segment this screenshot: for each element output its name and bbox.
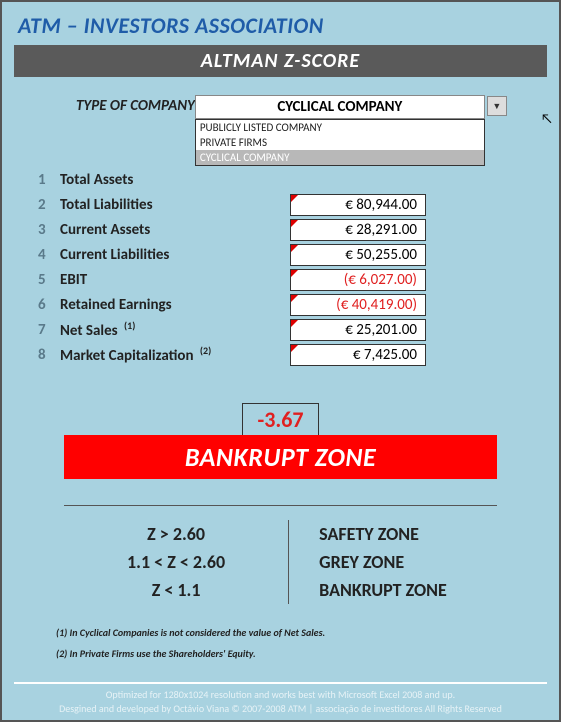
threshold-zone: SAFETY ZONE xyxy=(319,520,497,548)
input-row: 6Retained Earnings(€ 40,419.00) xyxy=(38,292,547,317)
header-title: ATM – INVESTORS ASSOCIATION xyxy=(18,12,547,39)
input-row: 4Current Liabilities€ 50,255.00 xyxy=(38,242,547,267)
input-row: 5EBIT(€ 6,027.00) xyxy=(38,267,547,292)
cell-comment-indicator-icon xyxy=(291,295,298,302)
threshold-condition: 1.1 < Z < 2.60 xyxy=(64,548,288,576)
footnote: (1) In Cyclical Companies is not conside… xyxy=(56,626,547,639)
company-type-dropdown[interactable]: CYCLICAL COMPANY ▼ PUBLICLY LISTED COMPA… xyxy=(195,95,485,119)
row-number: 7 xyxy=(38,321,60,339)
cell-comment-indicator-icon xyxy=(291,345,298,352)
calculator-panel: ATM – INVESTORS ASSOCIATION ALTMAN Z-SCO… xyxy=(0,0,561,722)
threshold-zone: GREY ZONE xyxy=(319,548,497,576)
row-value-cell[interactable]: (€ 6,027.00) xyxy=(290,269,426,291)
cell-comment-indicator-icon xyxy=(291,245,298,252)
input-row: 2Total Liabilities€ 80,944.00 xyxy=(38,192,547,217)
row-value-cell[interactable]: € 25,201.00 xyxy=(290,319,426,341)
zscore-result: -3.67 xyxy=(14,403,547,435)
thresholds-zones: SAFETY ZONEGREY ZONEBANKRUPT ZONE xyxy=(289,520,497,604)
dropdown-option[interactable]: PRIVATE FIRMS xyxy=(196,135,484,150)
company-type-label: TYPE OF COMPANY xyxy=(76,95,195,115)
row-label: Total Liabilities xyxy=(60,196,290,214)
row-value-cell[interactable]: (€ 40,419.00) xyxy=(290,294,426,316)
row-value-cell[interactable]: € 80,944.00 xyxy=(290,194,426,216)
zone-bar: BANKRUPT ZONE xyxy=(64,435,497,479)
row-number: 5 xyxy=(38,271,60,289)
row-value-cell[interactable]: € 7,425.00 xyxy=(290,344,426,366)
dropdown-options-list: PUBLICLY LISTED COMPANYPRIVATE FIRMSCYCL… xyxy=(195,119,485,166)
dropdown-option[interactable]: PUBLICLY LISTED COMPANY xyxy=(196,120,484,135)
input-rows: 1Total Assets2Total Liabilities€ 80,944.… xyxy=(38,167,547,367)
dropdown-selected[interactable]: CYCLICAL COMPANY xyxy=(195,95,485,119)
row-label: Total Assets xyxy=(60,171,290,189)
row-label: Net Sales (1) xyxy=(60,319,290,340)
input-row: 3Current Assets€ 28,291.00 xyxy=(38,217,547,242)
row-label: Current Liabilities xyxy=(60,246,290,264)
row-number: 4 xyxy=(38,246,60,264)
footer-line-1: Optimized for 1280x1024 resolution and w… xyxy=(14,688,547,702)
row-label: EBIT xyxy=(60,271,290,289)
zscore-value: -3.67 xyxy=(242,403,318,435)
cell-comment-indicator-icon xyxy=(291,220,298,227)
cell-comment-indicator-icon xyxy=(291,320,298,327)
footer: Optimized for 1280x1024 resolution and w… xyxy=(14,682,547,716)
thresholds-conditions: Z > 2.601.1 < Z < 2.60Z < 1.1 xyxy=(64,520,289,604)
input-row: 1Total Assets xyxy=(38,167,547,192)
row-number: 6 xyxy=(38,296,60,314)
cell-comment-indicator-icon xyxy=(291,195,298,202)
row-label: Current Assets xyxy=(60,221,290,239)
threshold-condition: Z > 2.60 xyxy=(64,520,288,548)
row-number: 1 xyxy=(38,171,60,189)
input-row: 7Net Sales (1)€ 25,201.00 xyxy=(38,317,547,342)
dropdown-arrow-button[interactable]: ▼ xyxy=(487,96,507,116)
dropdown-option[interactable]: CYCLICAL COMPANY xyxy=(196,150,484,165)
row-label: Market Capitalization (2) xyxy=(60,344,290,365)
subtitle-bar: ALTMAN Z-SCORE xyxy=(14,45,547,77)
row-number: 3 xyxy=(38,221,60,239)
input-row: 8Market Capitalization (2)€ 7,425.00 xyxy=(38,342,547,367)
row-label: Retained Earnings xyxy=(60,296,290,314)
row-number: 2 xyxy=(38,196,60,214)
cell-comment-indicator-icon xyxy=(291,270,298,277)
row-value-cell[interactable]: € 28,291.00 xyxy=(290,219,426,241)
footnote: (2) In Private Firms use the Shareholder… xyxy=(56,647,547,660)
footer-line-2: Desgined and developed by Octávio Viana … xyxy=(14,702,547,716)
threshold-condition: Z < 1.1 xyxy=(64,576,288,604)
footnotes: (1) In Cyclical Companies is not conside… xyxy=(56,626,547,660)
row-value-cell[interactable]: € 50,255.00 xyxy=(290,244,426,266)
row-number: 8 xyxy=(38,346,60,364)
company-type-row: TYPE OF COMPANY CYCLICAL COMPANY ▼ PUBLI… xyxy=(76,95,547,119)
thresholds-table: Z > 2.601.1 < Z < 2.60Z < 1.1 SAFETY ZON… xyxy=(64,520,497,604)
threshold-zone: BANKRUPT ZONE xyxy=(319,576,497,604)
divider xyxy=(64,505,497,506)
